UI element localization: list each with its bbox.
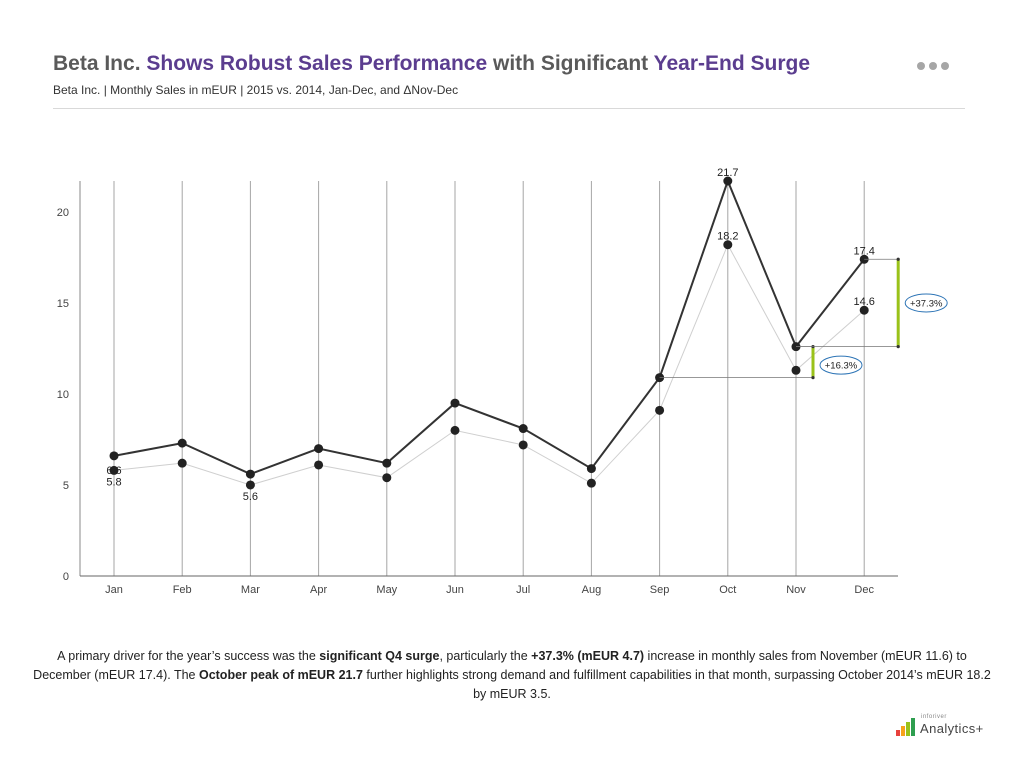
y-tick-label: 5: [63, 480, 69, 492]
x-tick-label: Dec: [854, 584, 874, 596]
title-part: Shows Robust Sales Performance: [146, 52, 488, 75]
commentary-text: further highlights strong demand and ful…: [362, 668, 991, 701]
data-label: 18.2: [717, 231, 738, 243]
x-tick-label: Nov: [786, 584, 806, 596]
dot: [917, 62, 925, 70]
variance-label: +37.3%: [910, 298, 943, 309]
data-point-dark: [723, 176, 733, 186]
variance-badge: [819, 355, 863, 375]
commentary-highlight: significant Q4 surge: [319, 649, 440, 663]
page-subtitle: Beta Inc. | Monthly Sales in mEUR | 2015…: [53, 83, 459, 97]
x-tick-label: Sep: [650, 584, 670, 596]
x-tick-label: Apr: [310, 584, 327, 596]
page-title: Beta Inc. Shows Robust Sales Performance…: [53, 52, 810, 76]
commentary-text: A primary driver for the year’s success …: [57, 649, 320, 663]
data-point-dark: [450, 398, 460, 408]
dot: [941, 62, 949, 70]
commentary-text: increase in monthly sales from November …: [33, 649, 967, 682]
x-tick-label: Oct: [719, 584, 736, 596]
series-line-light: [113, 243, 865, 486]
more-dots-icon[interactable]: [915, 60, 955, 74]
data-point-light: [655, 405, 665, 415]
data-point-light: [859, 305, 869, 315]
commentary-highlight: +37.3% (mEUR 4.7): [531, 649, 645, 663]
data-label: 5.8: [106, 476, 121, 488]
data-label: 6.6: [106, 465, 121, 477]
x-tick-label: Mar: [241, 584, 260, 596]
data-point-dark: [518, 424, 528, 434]
data-point-dark: [382, 458, 392, 468]
logo-bar: [911, 718, 915, 736]
data-label: 17.4: [853, 245, 874, 257]
data-point-light: [177, 458, 187, 468]
commentary-highlight: October peak of mEUR 21.7: [198, 668, 363, 682]
series-line-dark: [113, 178, 865, 476]
data-label: 21.7: [717, 167, 738, 179]
data-point-light: [109, 465, 119, 475]
y-tick-label: 10: [57, 389, 69, 401]
data-point-light: [586, 478, 596, 488]
brand-tagline: inforiver: [921, 714, 947, 720]
x-tick-label: Jan: [105, 584, 123, 596]
title-part: Year-End Surge: [653, 52, 810, 75]
data-point-light: [245, 480, 255, 490]
x-tick-label: Aug: [582, 584, 602, 596]
data-point-dark: [314, 444, 324, 454]
data-label: 14.6: [853, 296, 874, 308]
sales-line-chart: 0 5 10 15 20 Jan Feb Mar Apr May Jun Jul Aug Sep Oct No…: [57, 167, 948, 596]
commentary-text: , particularly the: [439, 649, 532, 663]
logo-bar: [896, 730, 900, 736]
y-tick-label: 0: [63, 571, 69, 583]
chart-commentary: A primary driver for the year’s success …: [30, 647, 994, 704]
data-point-light: [723, 240, 733, 250]
data-point-dark: [245, 469, 255, 479]
x-tick-label: Jul: [516, 584, 530, 596]
data-point-dark: [586, 464, 596, 474]
data-point-light: [314, 460, 324, 470]
data-point-light: [450, 425, 460, 435]
brand-logo: inforiver Analytics+: [896, 712, 996, 738]
variance-badge: [904, 293, 948, 313]
variance-end-dot: [811, 375, 815, 380]
header-divider: [53, 108, 965, 109]
variance-end-dot: [896, 257, 900, 261]
title-part: with Significant: [487, 52, 654, 75]
title-part: Beta Inc.: [53, 52, 147, 75]
logo-bar: [906, 722, 910, 736]
logo-bars-icon: [896, 718, 916, 736]
dot: [929, 62, 937, 70]
data-point-light: [791, 365, 801, 375]
data-point-dark: [109, 451, 119, 461]
x-tick-label: Feb: [173, 584, 192, 596]
variance-end-dot: [896, 345, 900, 349]
logo-bar: [901, 726, 905, 736]
y-tick-label: 15: [57, 298, 69, 310]
x-tick-label: Jun: [446, 584, 464, 596]
x-tick-label: May: [376, 584, 397, 596]
data-point-dark: [177, 438, 187, 448]
data-label: 5.6: [243, 491, 258, 503]
data-point-light: [518, 440, 528, 450]
y-tick-label: 20: [57, 207, 69, 219]
variance-label: +16.3%: [825, 361, 858, 372]
data-point-light: [382, 473, 392, 483]
brand-name: Analytics+: [920, 721, 984, 736]
